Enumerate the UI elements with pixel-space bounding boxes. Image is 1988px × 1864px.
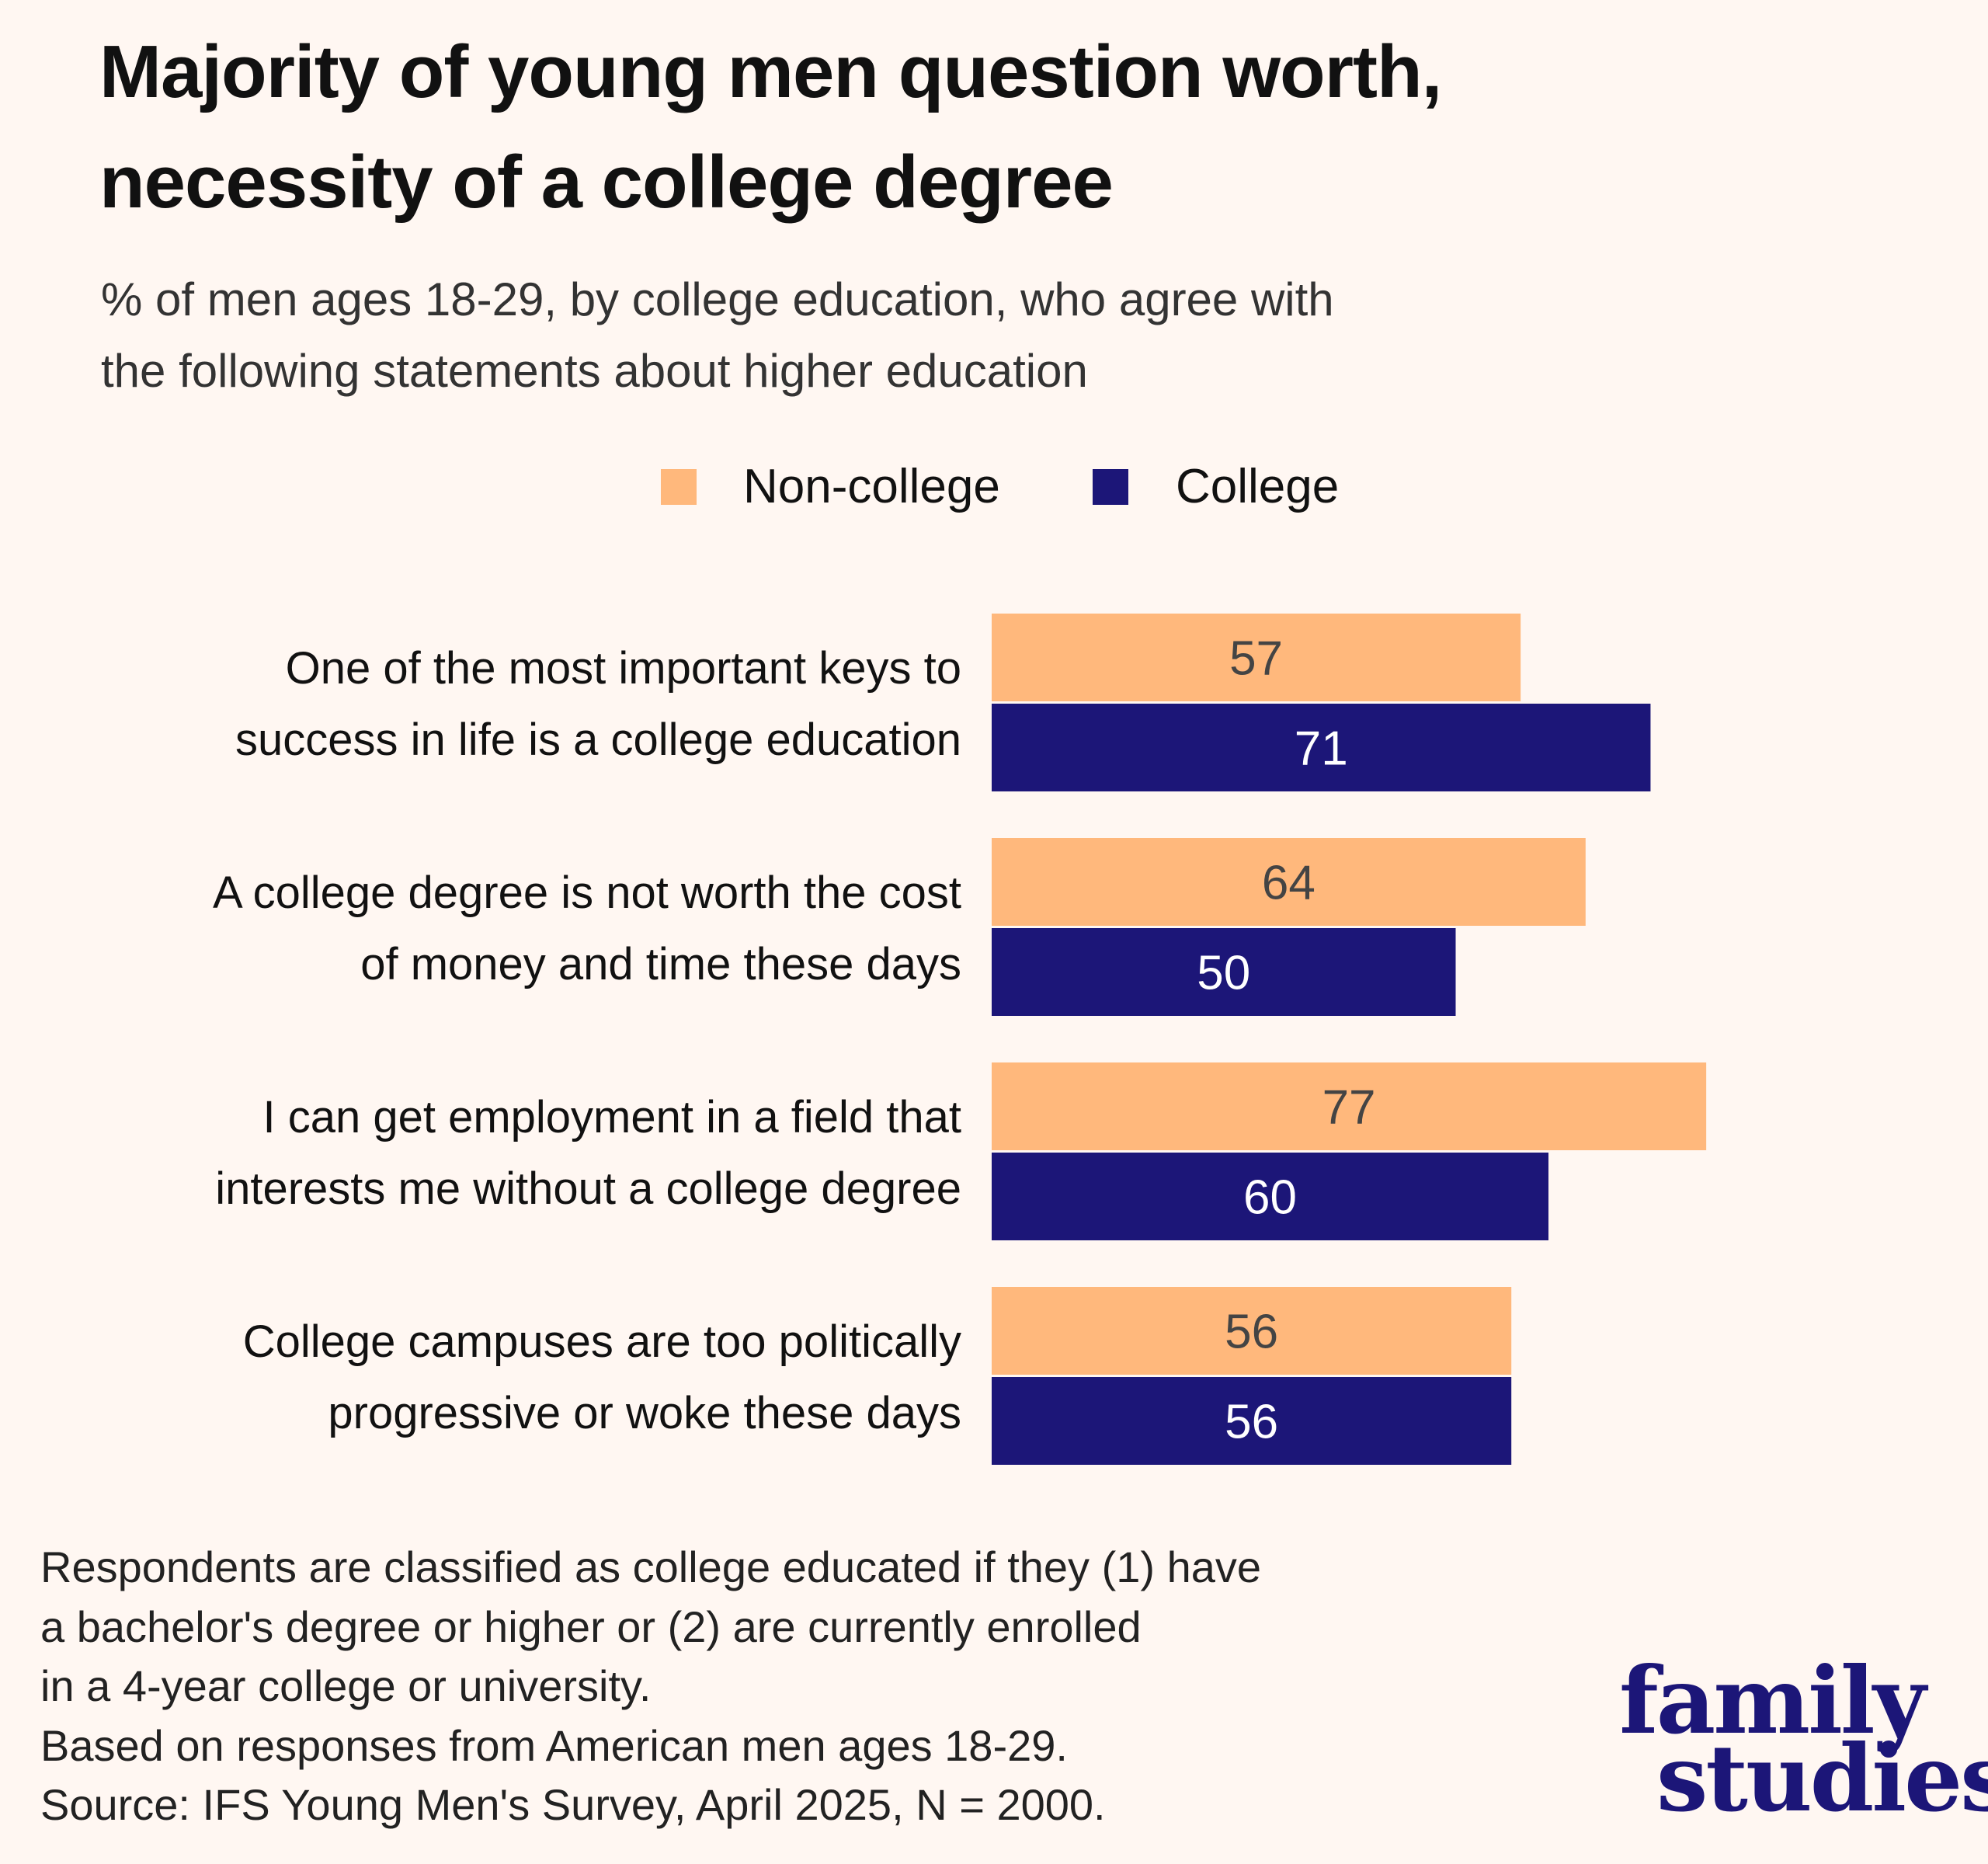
title-line: Majority of young men question worth, xyxy=(99,30,1442,113)
bar-non-college xyxy=(992,614,1521,701)
bar-college xyxy=(992,704,1651,791)
legend: Non-college College xyxy=(0,460,1988,514)
category-label: I can get employment in a field that xyxy=(262,1092,961,1142)
data-label: 64 xyxy=(1262,857,1315,910)
category-label: A college degree is not worth the cost xyxy=(213,868,961,918)
category-label: success in life is a college education xyxy=(235,715,961,765)
footnote-line: Based on responses from American men age… xyxy=(40,1720,1068,1770)
category-label: interests me without a college degree xyxy=(215,1163,961,1214)
bar-non-college xyxy=(992,1062,1707,1150)
category-label: One of the most important keys to xyxy=(286,643,961,694)
logo-line: family xyxy=(1619,1647,1926,1754)
chart-title: Majority of young men question worth, ne… xyxy=(99,17,1885,238)
footnote: Respondents are classified as college ed… xyxy=(40,1538,1261,1835)
footnote-line: in a 4-year college or university. xyxy=(40,1661,652,1710)
data-label: 56 xyxy=(1225,1306,1278,1359)
legend-swatch-college xyxy=(1093,469,1128,505)
category-label: progressive or woke these days xyxy=(328,1388,961,1438)
footnote-line: Source: IFS Young Men's Survey, April 20… xyxy=(40,1780,1106,1829)
data-label: 60 xyxy=(1243,1171,1297,1225)
bar-college xyxy=(992,1377,1512,1465)
footnote-line: a bachelor's degree or higher or (2) are… xyxy=(40,1601,1142,1651)
chart-subtitle: % of men ages 18-29, by college educatio… xyxy=(101,264,1809,407)
family-studies-logo: family studies xyxy=(1619,1647,1988,1832)
legend-label-college: College xyxy=(1176,460,1340,513)
category-label: of money and time these days xyxy=(360,939,961,989)
logo-line: studies xyxy=(1656,1724,1988,1832)
bar-non-college xyxy=(992,1287,1512,1375)
data-label: 57 xyxy=(1229,632,1283,686)
bar-college xyxy=(992,928,1456,1016)
subtitle-line: % of men ages 18-29, by college educatio… xyxy=(101,273,1334,325)
data-label: 71 xyxy=(1295,722,1348,776)
title-line: necessity of a college degree xyxy=(99,141,1114,224)
category-label: College campuses are too politically xyxy=(243,1316,961,1367)
legend-label-non-college: Non-college xyxy=(743,460,1000,513)
bar-non-college xyxy=(992,838,1586,926)
data-label: 77 xyxy=(1322,1081,1376,1135)
subtitle-line: the following statements about higher ed… xyxy=(101,345,1088,397)
data-label: 56 xyxy=(1225,1396,1278,1449)
legend-swatch-non-college xyxy=(661,469,697,505)
footnote-line: Respondents are classified as college ed… xyxy=(40,1542,1262,1591)
data-label: 50 xyxy=(1197,947,1250,1000)
bar-college xyxy=(992,1153,1548,1240)
